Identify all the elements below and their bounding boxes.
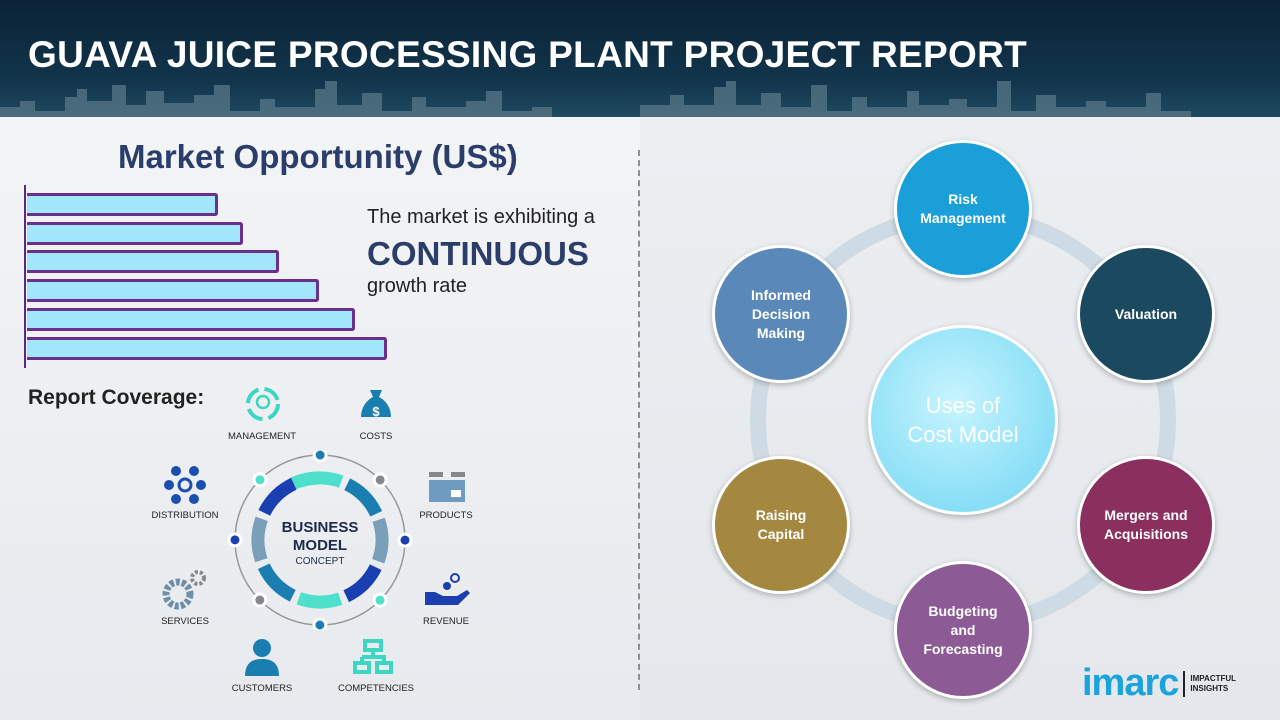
business-model-segment — [296, 592, 343, 609]
page-title: GUAVA JUICE PROCESSING PLANT PROJECT REP… — [28, 34, 1028, 75]
coverage-label: DISTRIBUTION — [151, 510, 219, 521]
coverage-label: COMPETENCIES — [337, 683, 414, 694]
growth-line1: The market is exhibiting a — [367, 206, 595, 228]
business-model-node — [397, 532, 413, 548]
business-model-node — [252, 472, 268, 488]
uses-center-circle: Uses of Cost Model — [868, 325, 1058, 515]
distribution-network-icon — [164, 466, 206, 504]
coverage-label: PRODUCTS — [419, 510, 473, 521]
business-model-node — [252, 592, 268, 608]
market-bar — [27, 221, 243, 245]
uses-item-label: Budgeting — [928, 602, 998, 619]
uses-item-circle: Raising Capital — [712, 456, 850, 594]
business-model-node — [312, 617, 328, 630]
uses-item-label: Making — [756, 324, 806, 341]
business-model-node — [312, 450, 328, 463]
uses-item-label: Risk — [948, 191, 978, 207]
business-model-segment — [297, 471, 344, 488]
uses-item-label: Decision — [751, 305, 811, 322]
uses-item-label: Mergers and — [1104, 507, 1188, 523]
uses-center-line2: Cost Model — [907, 422, 1019, 447]
business-model-node — [372, 592, 388, 608]
logo-tagline: IMPACTFUL INSIGHTS — [1190, 673, 1237, 693]
revenue-hand-icon — [425, 573, 470, 605]
uses-item-label: Valuation — [1114, 305, 1178, 322]
market-bar — [27, 336, 387, 360]
products-box-icon — [429, 472, 465, 502]
services-gears-icon — [162, 570, 206, 610]
uses-item-label: Capital — [757, 526, 805, 542]
bm-line2: MODEL — [293, 537, 347, 554]
coverage-label: COSTS — [359, 431, 393, 442]
customers-icon — [245, 639, 279, 676]
market-bar — [27, 279, 319, 303]
growth-emphasis: CONTINUOUS — [367, 235, 589, 272]
money-bag-icon: $ — [361, 390, 391, 419]
market-bar — [27, 193, 218, 216]
business-model-segment — [251, 516, 268, 563]
business-model-node — [372, 472, 388, 488]
report-coverage-title: Report Coverage: — [28, 386, 205, 409]
logo-divider — [1183, 670, 1186, 697]
uses-item-circle: Mergers and Acquisitions — [1077, 456, 1215, 594]
business-model-node — [227, 532, 243, 548]
bm-line1: BUSINESS — [282, 519, 359, 536]
uses-item-label: Forecasting — [923, 640, 1003, 657]
growth-text: The market is exhibiting a CONTINUOUS gr… — [367, 206, 595, 298]
divider — [638, 150, 640, 690]
business-model-segment — [343, 564, 382, 603]
business-model-segment — [258, 477, 297, 516]
header-banner: GUAVA JUICE PROCESSING PLANT PROJECT REP… — [0, 0, 1280, 117]
coverage-label: MANAGEMENT — [227, 431, 297, 442]
business-model-diagram: BUSINESS MODEL CONCEPT — [227, 450, 413, 630]
uses-item-label: Acquisitions — [1103, 526, 1188, 542]
market-opportunity-title: Market Opportunity (US$) — [118, 138, 518, 175]
uses-item-label: and — [950, 621, 976, 638]
management-icon — [246, 387, 280, 421]
uses-center-line1: Uses of — [925, 393, 1001, 418]
market-bar — [27, 307, 355, 331]
logo-brand: imarc — [1082, 662, 1179, 704]
business-model-segment — [372, 517, 389, 564]
coverage-label: REVENUE — [423, 616, 469, 627]
svg-text:$: $ — [372, 404, 380, 419]
bm-line3: CONCEPT — [296, 556, 345, 567]
bar-axis — [24, 185, 26, 368]
uses-item-label: Management — [920, 210, 1006, 226]
business-model-segment — [344, 478, 383, 517]
competencies-icon — [353, 639, 393, 674]
coverage-label: SERVICES — [161, 616, 209, 627]
uses-item-label: Informed — [751, 286, 811, 303]
business-model-segment — [257, 563, 296, 602]
uses-item-circle: Valuation — [1077, 245, 1215, 383]
uses-item-circle: Budgeting and Forecasting — [894, 561, 1032, 699]
uses-item-circle: Informed Decision Making — [712, 245, 850, 383]
market-bar — [27, 250, 279, 274]
uses-item-label: Raising — [755, 507, 807, 523]
coverage-label: CUSTOMERS — [231, 683, 293, 694]
city-skyline-graphic — [0, 81, 1191, 117]
uses-item-circle: Risk Management — [894, 140, 1032, 278]
growth-line2: growth rate — [367, 275, 468, 297]
imarc-logo: imarc IMPACTFUL INSIGHTS — [1082, 662, 1236, 705]
